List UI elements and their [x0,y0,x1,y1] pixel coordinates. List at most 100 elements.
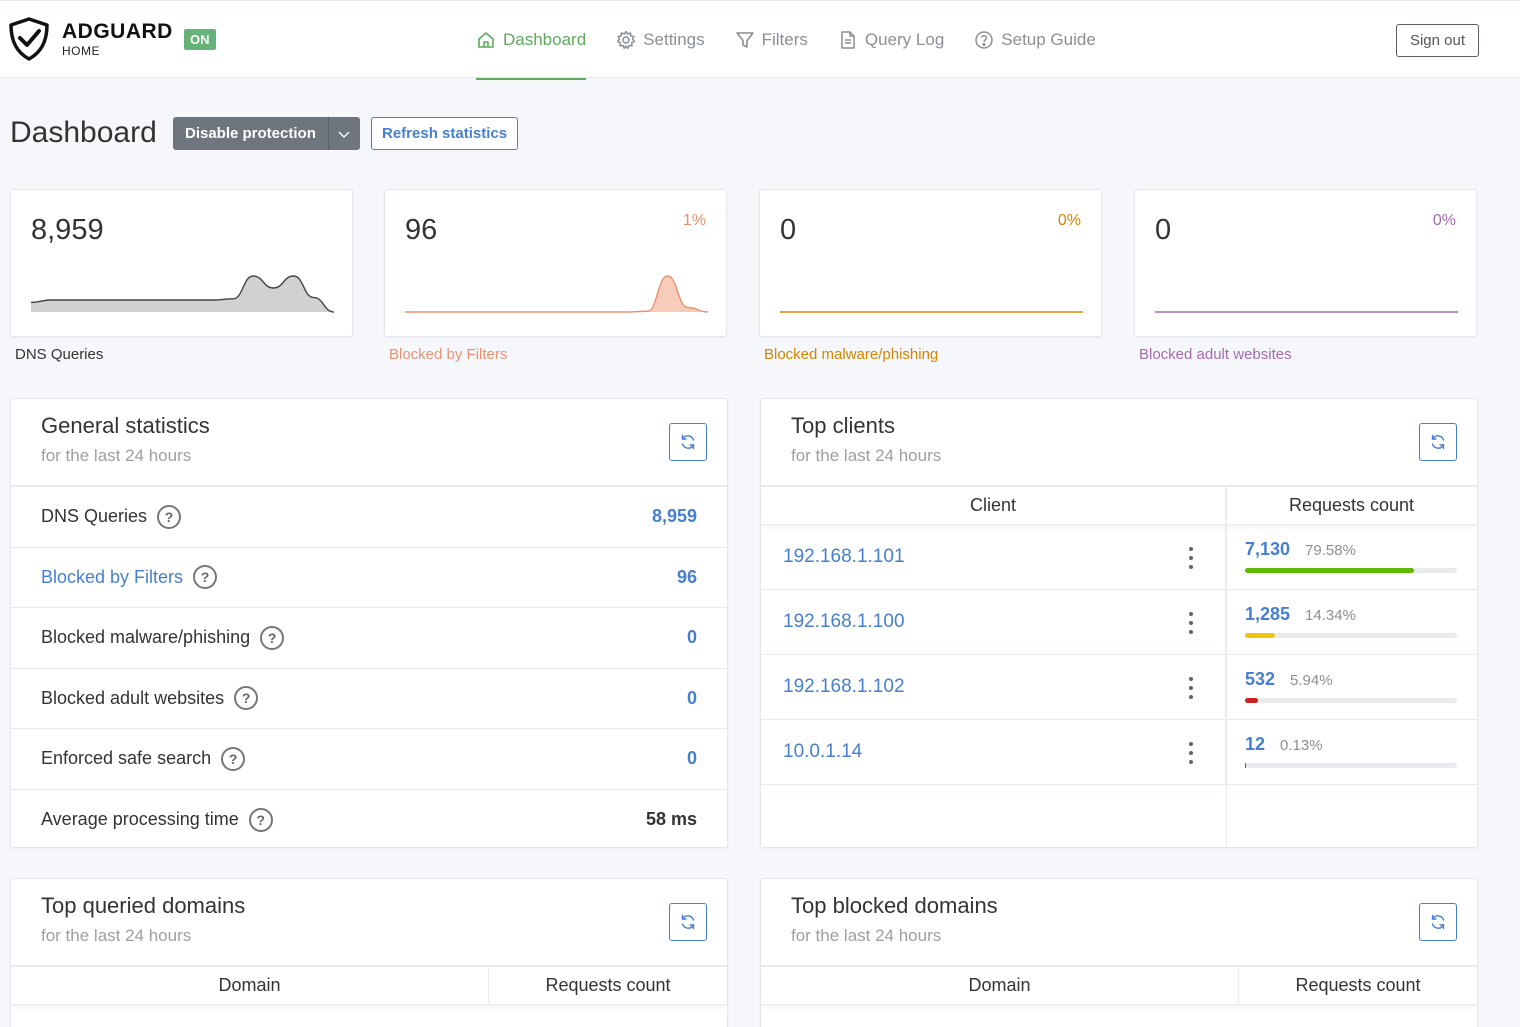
general-row-blocked-filters: Blocked by Filters ? 96 [11,548,727,608]
top-blocked-domains-card: Top blocked domains for the last 24 hour… [760,878,1478,1027]
question-icon[interactable]: ? [157,504,182,529]
client-requests-cell: 1,285 14.34% [1226,590,1477,654]
general-statistics-card: General statistics for the last 24 hours… [10,398,728,848]
protection-status-badge: ON [184,29,216,50]
question-icon[interactable]: ? [234,686,259,711]
refresh-icon [681,914,695,930]
sparkline-chart [1155,311,1458,313]
question-icon[interactable]: ? [221,746,246,771]
sparkline-chart [405,275,708,313]
client-ip[interactable]: 192.168.1.102 [783,676,905,697]
client-requests-cell: 12 0.13% [1226,720,1477,784]
progress-track [1245,568,1457,573]
progress-fill [1245,698,1258,703]
nav-query-log-label: Query Log [864,30,945,49]
top-queried-domains-card: Top queried domains for the last 24 hour… [10,878,728,1027]
progress-track [1245,633,1457,638]
row-value[interactable]: 96 [676,566,697,587]
table-row: 192.168.1.101 7,130 79.58% [761,525,1477,590]
refresh-queried-button[interactable] [669,903,707,941]
column-header-requests[interactable]: Requests count [1295,975,1421,995]
general-row-avg-time: Average processing time ? 58 ms [11,790,727,848]
requests-count[interactable]: 1,285 [1245,604,1291,624]
client-ip[interactable]: 10.0.1.14 [783,741,863,762]
nav-settings[interactable]: Settings [616,1,705,79]
refresh-blocked-button[interactable] [1419,903,1457,941]
more-vertical-icon[interactable] [1189,612,1193,634]
more-vertical-icon[interactable] [1189,547,1193,569]
protection-dropdown-toggle[interactable] [327,117,360,150]
client-ip-link[interactable]: 10.0.1.14 [761,720,1226,784]
refresh-icon [681,434,695,450]
stat-card-blocked-filters: 96 1% [384,189,727,337]
requests-count[interactable]: 532 [1245,669,1276,689]
chevron-down-icon [338,131,350,138]
column-header-requests[interactable]: Requests count [545,975,671,995]
column-header-requests[interactable]: Requests count [1288,495,1415,515]
row-value: 58 ms [645,809,697,830]
protection-button-group: Disable protection [173,117,360,150]
column-header-client[interactable]: Client [761,487,1226,524]
main-nav: Dashboard Settings Filters Query Log Set… [476,1,1126,80]
table-header: Client Requests count [761,487,1477,525]
refresh-statistics-button[interactable]: Refresh statistics [371,117,519,150]
client-ip-link[interactable]: 192.168.1.101 [761,525,1226,589]
row-value[interactable]: 0 [686,627,697,648]
question-icon[interactable]: ? [248,807,273,832]
client-ip[interactable]: 192.168.1.101 [783,546,905,567]
refresh-clients-button[interactable] [1419,423,1457,461]
sign-out-button[interactable]: Sign out [1396,24,1479,57]
row-label[interactable]: Blocked by Filters [41,566,184,587]
stat-label-blocked-adult: Blocked adult websites [1139,346,1292,363]
refresh-general-button[interactable] [669,423,707,461]
nav-setup-guide[interactable]: Setup Guide [974,1,1096,79]
requests-count[interactable]: 12 [1245,734,1266,754]
client-ip[interactable]: 192.168.1.100 [783,611,905,632]
card-subtitle: for the last 24 hours [41,926,192,945]
general-row-dns-queries: DNS Queries ? 8,959 [11,487,727,548]
card-title: Top queried domains [41,893,246,918]
stat-value: 96 [405,214,438,246]
requests-percent: 0.13% [1280,737,1323,754]
sparkline-area [31,276,334,312]
client-ip-link[interactable]: 192.168.1.100 [761,590,1226,654]
column-divider [1226,487,1227,847]
progress-track [1245,698,1457,703]
stat-value: 8,959 [31,214,104,246]
requests-count[interactable]: 7,130 [1245,539,1291,559]
card-title: Top clients [791,413,895,438]
stat-percent: 0% [1432,212,1456,229]
row-value[interactable]: 0 [686,748,697,769]
sparkline-chart [780,311,1083,313]
card-subtitle: for the last 24 hours [791,446,942,465]
nav-filters[interactable]: Filters [735,1,808,79]
sparkline-area [405,276,708,312]
top-header: ADGUARD HOME ON Dashboard Settings Filte… [0,0,1520,80]
logo[interactable]: ADGUARD HOME [8,17,173,61]
column-header-domain[interactable]: Domain [761,967,1239,1004]
nav-query-log[interactable]: Query Log [838,1,944,79]
refresh-icon [1431,434,1445,450]
sparkline-chart [31,275,334,313]
question-icon[interactable]: ? [193,565,218,590]
row-value[interactable]: 8,959 [651,506,697,527]
nav-dashboard[interactable]: Dashboard [476,1,587,80]
row-label: Enforced safe search [41,748,212,769]
question-icon[interactable]: ? [260,625,285,650]
column-header-domain[interactable]: Domain [11,967,489,1004]
client-ip-link[interactable]: 192.168.1.102 [761,655,1226,719]
row-value[interactable]: 0 [686,687,697,708]
table-row: 10.0.1.14 12 0.13% [761,720,1477,785]
blocked-domains-table: Domain Requests count [761,965,1477,1027]
sparkline-line [31,275,334,313]
requests-percent: 14.34% [1305,607,1356,624]
more-vertical-icon[interactable] [1189,742,1193,764]
stat-percent: 0% [1057,212,1081,229]
stat-card-blocked-adult: 0 0% [1134,189,1477,337]
row-label: Blocked adult websites [41,687,225,708]
disable-protection-button[interactable]: Disable protection [173,117,328,150]
more-vertical-icon[interactable] [1189,677,1193,699]
general-row-blocked-malware: Blocked malware/phishing ? 0 [11,608,727,669]
table-row: 192.168.1.102 532 5.94% [761,655,1477,720]
shield-check-icon [9,17,49,61]
